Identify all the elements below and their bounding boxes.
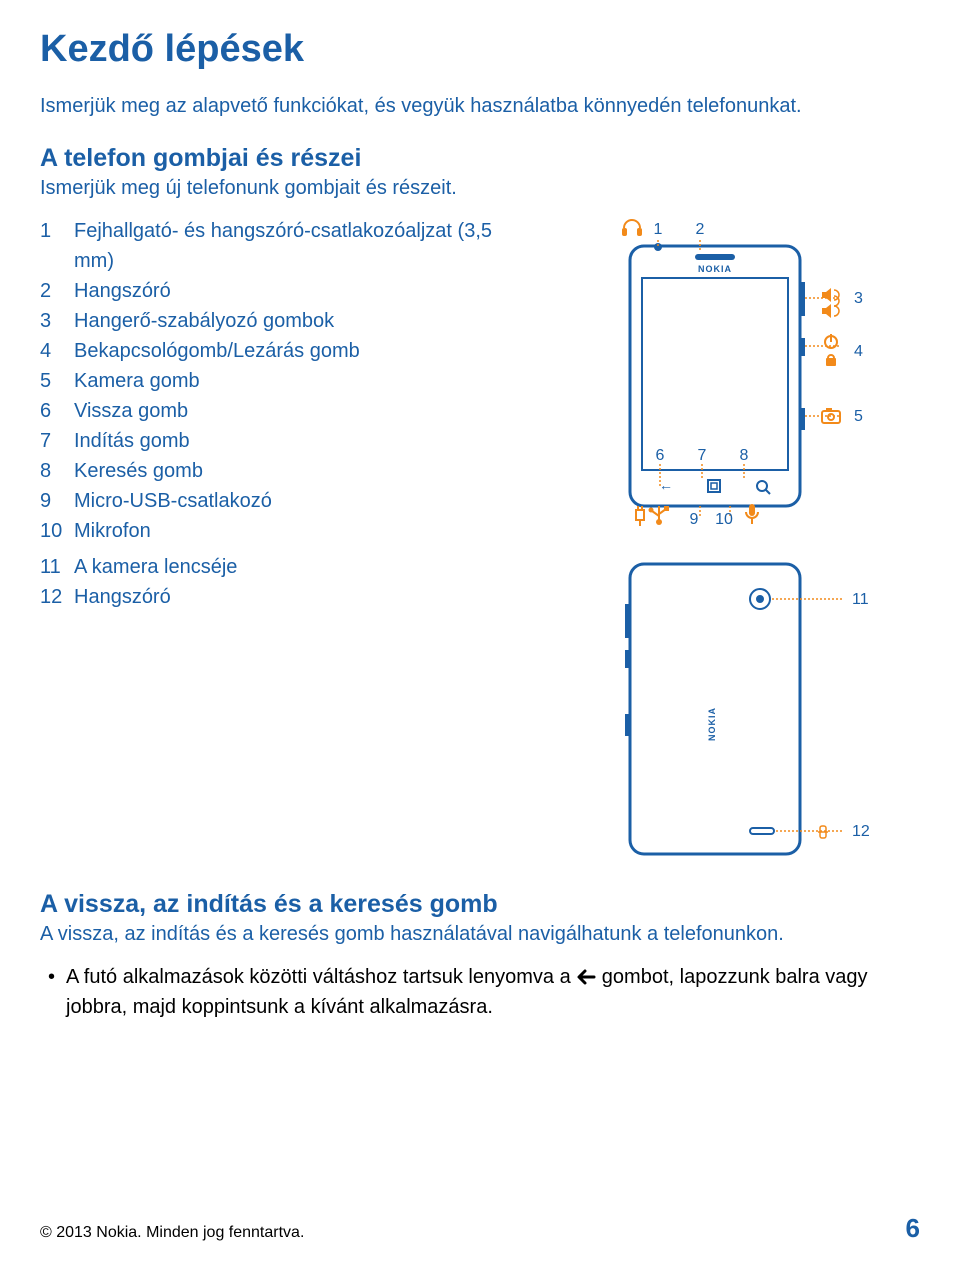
part-number: 5 [40,366,74,396]
usb-icon [649,506,670,525]
part-number: 8 [40,456,74,486]
part-label: Vissza gomb [74,396,520,426]
part-number: 12 [40,582,74,612]
svg-text:2: 2 [696,221,705,238]
parts-list-item: 2Hangszóró [40,276,520,306]
part-number: 2 [40,276,74,306]
part-label: Fejhallgató- és hangszóró-csatlakozóaljz… [74,216,520,276]
part-label: Micro-USB-csatlakozó [74,486,520,516]
svg-text:9: 9 [690,511,699,526]
parts-list-item: 7Indítás gomb [40,426,520,456]
svg-text:11: 11 [852,591,869,608]
phone-back-diagram: NOKIA 11 12 [550,554,910,864]
part-label: Bekapcsológomb/Lezárás gomb [74,336,520,366]
phone-front-diagram: NOKIA ← [550,216,910,526]
parts-list-item: 5Kamera gomb [40,366,520,396]
speaker-icon [818,826,828,838]
part-number: 7 [40,426,74,456]
part-number: 6 [40,396,74,426]
svg-text:3: 3 [854,290,863,307]
parts-list-item: 12Hangszóró [40,582,520,612]
part-label: Mikrofon [74,516,520,546]
parts-list-item: 11A kamera lencséje [40,552,520,582]
back-icon [576,968,596,986]
part-label: Hangerő-szabályozó gombok [74,306,520,336]
part-number: 3 [40,306,74,336]
svg-text:4: 4 [854,343,863,360]
sub-nav-buttons: A vissza, az indítás és a keresés gomb h… [40,921,920,948]
svg-text:8: 8 [740,447,749,464]
parts-list-item: 6Vissza gomb [40,396,520,426]
svg-text:10: 10 [715,511,733,526]
headphones-icon [622,220,642,236]
svg-text:12: 12 [852,823,870,840]
charger-icon [636,506,644,526]
intro-text: Ismerjük meg az alapvető funkciókat, és … [40,93,920,120]
part-label: Indítás gomb [74,426,520,456]
lock-icon [826,355,836,366]
sub-keys-parts: Ismerjük meg új telefonunk gombjait és r… [40,175,920,202]
part-number: 4 [40,336,74,366]
bullet-pre: A futó alkalmazások közötti váltáshoz ta… [66,966,576,988]
parts-list: 1Fejhallgató- és hangszóró-csatlakozóalj… [40,216,520,612]
svg-text:6: 6 [656,447,665,464]
part-number: 9 [40,486,74,516]
svg-text:1: 1 [654,221,663,238]
svg-text:NOKIA: NOKIA [698,264,732,274]
part-label: Keresés gomb [74,456,520,486]
part-number: 1 [40,216,74,276]
parts-list-item: 4Bekapcsológomb/Lezárás gomb [40,336,520,366]
part-label: Hangszóró [74,276,520,306]
parts-list-item: 1Fejhallgató- és hangszóró-csatlakozóalj… [40,216,520,276]
svg-text:←: ← [659,477,673,493]
svg-text:5: 5 [854,408,863,425]
heading-nav-buttons: A vissza, az indítás és a keresés gomb [40,890,920,919]
svg-text:NOKIA: NOKIA [707,707,717,741]
page-number: 6 [906,1213,920,1244]
parts-list-item: 9Micro-USB-csatlakozó [40,486,520,516]
part-number: 11 [40,552,74,582]
part-label: Hangszóró [74,582,520,612]
heading-getting-started: Kezdő lépések [40,28,920,71]
parts-list-item: 3Hangerő-szabályozó gombok [40,306,520,336]
part-label: Kamera gomb [74,366,520,396]
volume-icon [822,288,839,306]
heading-keys-parts: A telefon gombjai és részei [40,144,920,173]
part-label: A kamera lencséje [74,552,520,582]
copyright: © 2013 Nokia. Minden jog fenntartva. [40,1224,304,1242]
parts-list-item: 8Keresés gomb [40,456,520,486]
bullet-tip: •A futó alkalmazások közötti váltáshoz t… [40,962,920,1022]
parts-list-item: 10Mikrofon [40,516,520,546]
part-number: 10 [40,516,74,546]
svg-text:7: 7 [698,447,707,464]
